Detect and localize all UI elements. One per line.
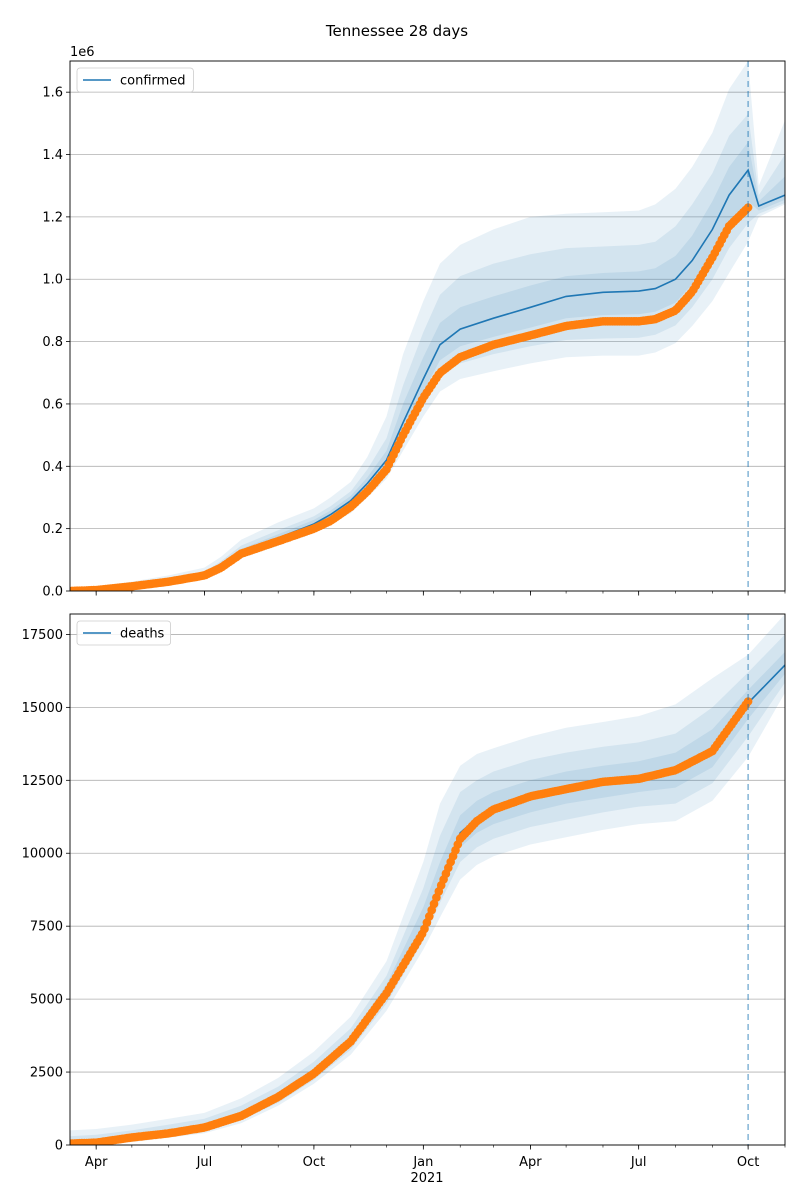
uncertainty-band — [70, 651, 785, 1145]
legend-box — [76, 67, 194, 93]
y-tick-label: 1.6 — [42, 86, 63, 101]
legend: deaths — [76, 620, 171, 646]
legend-box — [76, 620, 171, 646]
y-tick-label: 5000 — [30, 993, 63, 1008]
observed-series — [70, 203, 753, 591]
x-tick-label: Oct — [303, 1155, 325, 1170]
y-tick-label: 1.0 — [42, 273, 63, 288]
x-tick-label: Oct — [737, 1155, 759, 1170]
chart-title: Tennessee 28 days — [325, 22, 468, 40]
y-tick-label: 15000 — [22, 701, 63, 716]
y-tick-label: 1.2 — [42, 210, 63, 225]
axes-frame — [69, 613, 786, 1146]
legend-label: confirmed — [120, 74, 186, 89]
y-tick-label: 17500 — [22, 628, 63, 643]
y-tick-label: 1.4 — [42, 148, 63, 163]
x-tick-label: Apr — [85, 1155, 108, 1170]
plot-area — [70, 614, 785, 1145]
legend: confirmed — [76, 67, 194, 93]
observed-series — [70, 697, 753, 1145]
y-tick-label: 0.4 — [42, 460, 63, 475]
legend-label: deaths — [120, 627, 165, 642]
x-axis-year-label: 2021 — [410, 1171, 443, 1186]
x-tick-label: Jul — [196, 1155, 213, 1170]
x-tick-label: Apr — [519, 1155, 542, 1170]
plot-area — [70, 61, 785, 591]
y-tick-label: 12500 — [22, 774, 63, 789]
observed-point — [743, 697, 753, 706]
uncertainty-band — [70, 114, 785, 591]
y-tick-label: 0 — [55, 1139, 63, 1154]
y-tick-label: 0.6 — [42, 397, 63, 412]
confirmed-panel: 0.0 0.2 0.4 0.6 0.8 1.0 1.2 1.4 1.6 1e6 confirmed — [42, 45, 786, 600]
y-tick-label: 0.2 — [42, 522, 63, 537]
y-scale-label: 1e6 — [70, 45, 95, 60]
deaths-panel: 0 2500 5000 7500 10000 12500 15000 17500 Apr Jul O… — [22, 613, 786, 1170]
x-tick-label: Jan — [412, 1155, 433, 1170]
uncertainty-band — [70, 634, 785, 1145]
y-tick-label: 0.0 — [42, 585, 63, 600]
axes-frame — [69, 60, 786, 592]
y-tick-label: 0.8 — [42, 335, 63, 350]
x-tick-label: Jul — [630, 1155, 647, 1170]
y-tick-label: 10000 — [22, 847, 63, 862]
y-tick-label: 7500 — [30, 920, 63, 935]
y-tick-label: 2500 — [30, 1066, 63, 1081]
uncertainty-band — [70, 61, 785, 591]
uncertainty-band — [70, 614, 785, 1145]
uncertainty-band — [70, 142, 785, 591]
observed-point — [743, 203, 753, 212]
